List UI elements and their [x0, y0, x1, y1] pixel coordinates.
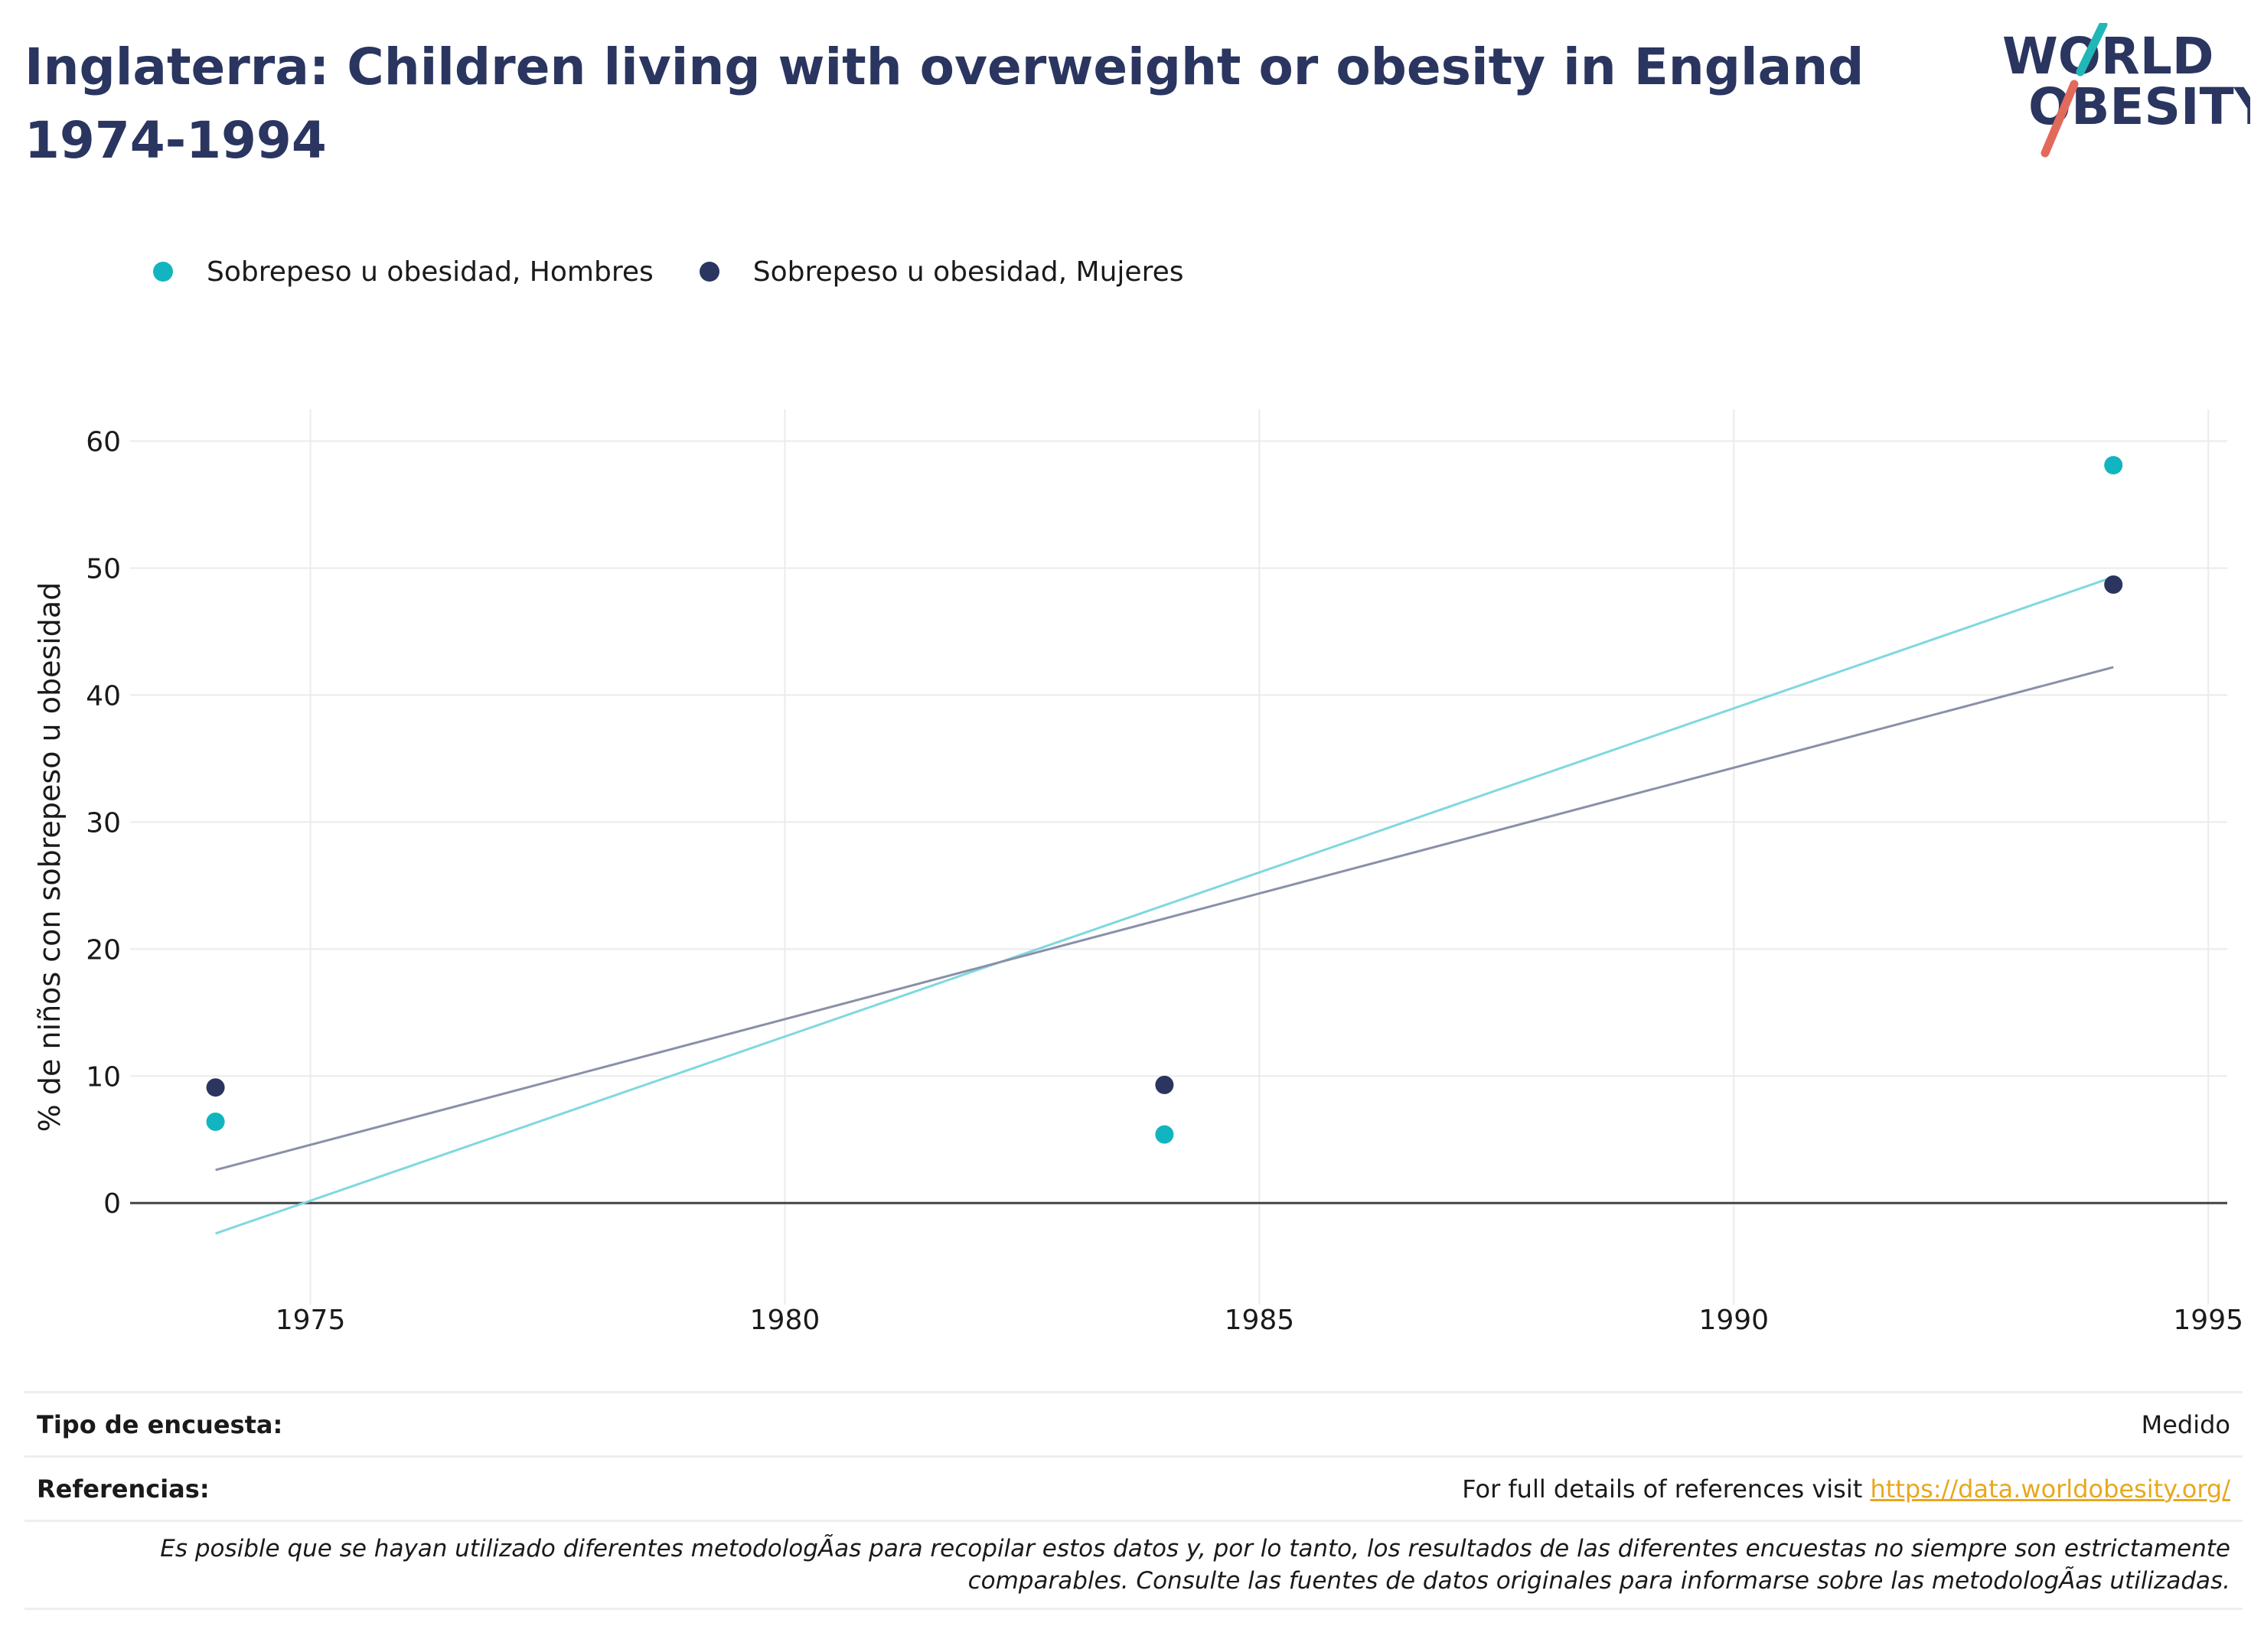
logo-slash-top: [2076, 23, 2108, 77]
data-point-mujeres: [206, 1078, 225, 1097]
y-tick-label: 60: [86, 426, 121, 458]
legend-item-mujeres[interactable]: Sobrepeso u obesidad, Mujeres: [699, 256, 1184, 288]
world-obesity-logo: WORLD OBESITY: [2002, 23, 2250, 158]
logo-line-1: WORLD: [2002, 27, 2214, 86]
x-tick-label: 1980: [750, 1305, 820, 1336]
references-text: For full details of references visit: [1462, 1474, 1871, 1504]
data-point-mujeres: [1155, 1075, 1174, 1094]
page-title: Inglaterra: Children living with overwei…: [24, 37, 1864, 170]
scatter-chart: 0 10 20 30 40 50 60 1975 1980 1985 1990 1995 % de ni…: [33, 409, 2243, 1336]
survey-type-row: Tipo de encuesta: Medido: [24, 1391, 2243, 1455]
y-tick-label: 30: [86, 807, 121, 839]
trendline-mujeres: [215, 666, 2114, 1171]
data-point-hombres: [2104, 456, 2123, 475]
disclaimer-line-1: Es posible que se hayan utilizado difere…: [160, 1535, 2230, 1562]
y-tick-label: 40: [86, 680, 121, 712]
y-tick-label: 50: [86, 553, 121, 585]
legend-marker-mujeres: [699, 262, 719, 282]
legend-label-hombres: Sobrepeso u obesidad, Hombres: [207, 256, 654, 288]
x-tick-label: 1975: [276, 1305, 346, 1336]
survey-type-value: Medido: [2141, 1409, 2230, 1439]
x-tick-label: 1995: [2173, 1305, 2243, 1336]
data-point-hombres: [1155, 1125, 1174, 1144]
legend-marker-hombres: [153, 262, 173, 282]
legend-label-mujeres: Sobrepeso u obesidad, Mujeres: [752, 256, 1184, 288]
y-tick-label: 20: [86, 934, 121, 966]
data-point-hombres: [206, 1113, 225, 1132]
references-label: Referencias:: [37, 1474, 210, 1504]
disclaimer-line-2: comparables. Consulte las fuentes de dat…: [967, 1567, 2230, 1595]
legend-item-hombres[interactable]: Sobrepeso u obesidad, Hombres: [153, 256, 654, 288]
disclaimer-text: Es posible que se hayan utilizado difere…: [37, 1533, 2230, 1597]
logo-slash-bottom: [2041, 80, 2079, 158]
info-table: Tipo de encuesta: Medido Referencias: Fo…: [24, 1391, 2243, 1610]
x-tick-label: 1990: [1698, 1305, 1769, 1336]
chart-legend: Sobrepeso u obesidad, Hombres Sobrepeso …: [153, 253, 1229, 291]
y-axis-label: % de niños con sobrepeso u obesidad: [33, 582, 67, 1132]
data-point-mujeres: [2104, 575, 2123, 595]
references-link[interactable]: https://data.worldobesity.org/: [1870, 1474, 2230, 1504]
y-tick-label: 0: [103, 1188, 121, 1220]
survey-type-label: Tipo de encuesta:: [37, 1409, 283, 1439]
disclaimer-row: Es posible que se hayan utilizado difere…: [24, 1520, 2243, 1610]
x-tick-label: 1985: [1225, 1305, 1295, 1336]
y-tick-label: 10: [86, 1061, 121, 1093]
references-row: Referencias: For full details of referen…: [24, 1455, 2243, 1520]
trendline-hombres: [215, 575, 2114, 1235]
references-value: For full details of references visit htt…: [1462, 1474, 2230, 1504]
